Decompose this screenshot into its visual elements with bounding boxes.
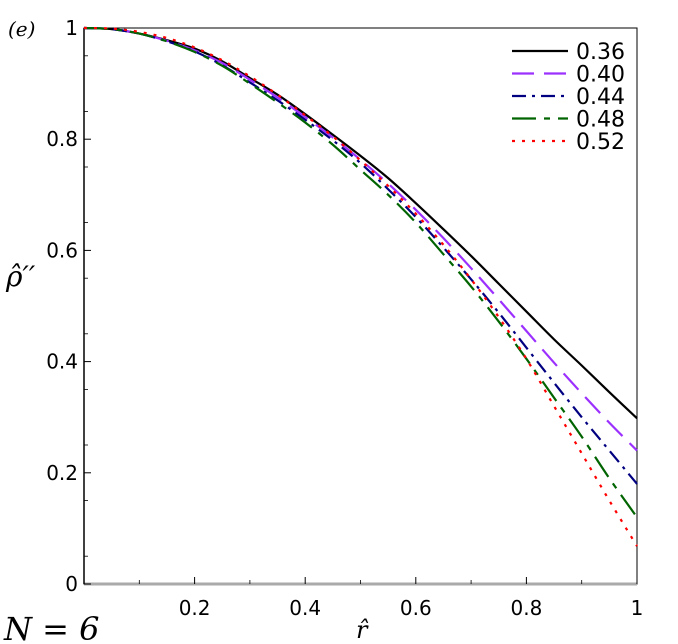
- legend-label-0.48: 0.48: [576, 108, 625, 133]
- y-tick-label: 0.2: [46, 461, 78, 485]
- series-line-0.52: [83, 26, 638, 547]
- y-tick-label: 0: [65, 572, 78, 596]
- x-axis-label: r̂: [356, 616, 369, 644]
- y-axis-label: ρ̂′′: [5, 260, 36, 293]
- series-line-0.36: [83, 26, 638, 420]
- legend-label-0.36: 0.36: [576, 40, 625, 65]
- n-annotation: N = 6: [3, 610, 100, 644]
- x-tick-label: 0.2: [179, 596, 211, 620]
- panel-label: (e): [8, 17, 35, 41]
- y-tick-label: 1: [65, 16, 78, 40]
- y-tick-label: 0.6: [46, 238, 78, 262]
- x-tick-label: 0.8: [510, 596, 542, 620]
- x-tick-label: 0.4: [289, 596, 321, 620]
- series-line-0.40: [83, 26, 638, 452]
- series-line-0.48: [83, 26, 638, 518]
- x-tick-label: 0.6: [400, 596, 432, 620]
- legend-label-0.40: 0.40: [576, 63, 625, 88]
- y-tick-label: 0.8: [46, 127, 78, 151]
- x-tick-label: 1: [631, 596, 644, 620]
- legend-label-0.52: 0.52: [576, 130, 625, 155]
- legend-label-0.44: 0.44: [576, 85, 625, 110]
- y-tick-label: 0.4: [46, 350, 78, 374]
